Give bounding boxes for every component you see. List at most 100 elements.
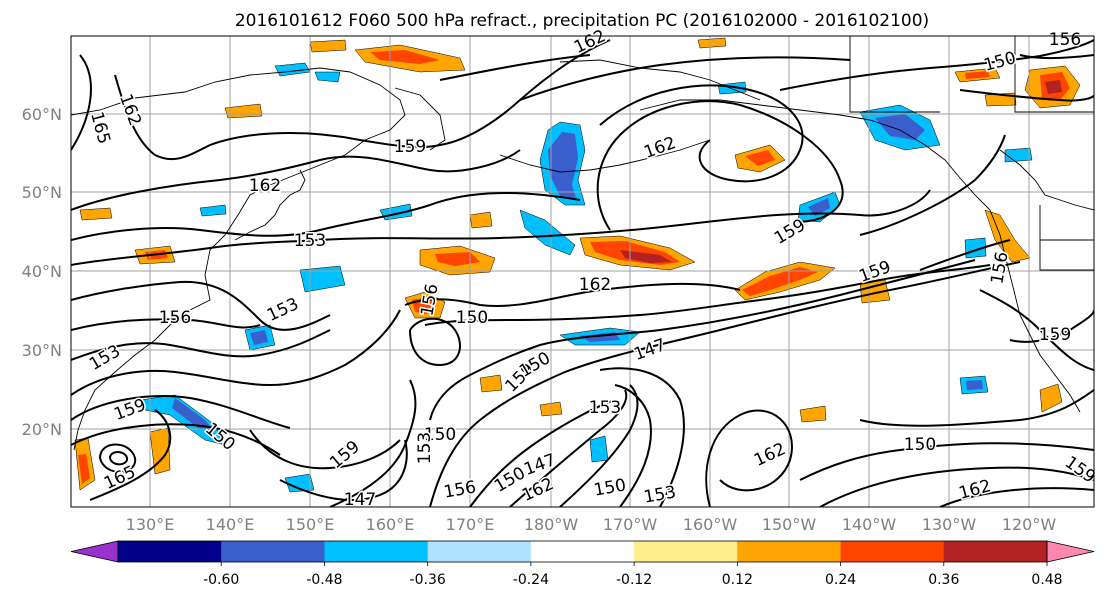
contour-line [979,289,1094,371]
contour-line [919,239,1011,271]
shade-blob [314,71,341,83]
shade-blob [172,398,215,432]
coastline-kamchatka [394,87,446,151]
colorbar-tick-label: 0.36 [928,572,959,588]
shade-blob [1045,80,1062,94]
contour-label: 147 [344,490,376,510]
contour-line [279,439,408,501]
contour-label: 153 [294,231,326,251]
contour-line [108,451,128,466]
contour-line [71,280,331,331]
shade-blob [435,252,480,266]
colorbar-frame [117,540,1048,563]
colorbar-segment [840,541,945,562]
colorbar-segment [943,541,1048,562]
contour-label: 153 [589,398,621,418]
coastline-japan [234,169,306,241]
shade-blob [469,211,493,229]
contour-line [404,282,741,307]
border-line [849,36,940,113]
contour-line [424,264,991,326]
contour-label: 156 [159,308,191,328]
contour-label: 159 [1039,325,1071,345]
contour-line [469,399,616,507]
border-line [1039,205,1094,271]
refractivity-contours [71,39,1094,507]
colorbar-extend-max [1046,540,1095,563]
contour-line [614,384,652,507]
shade-blob [139,394,226,446]
lon-tick-label: 130°W [922,515,977,534]
contour-line [859,134,1006,236]
coastline-aleutians [499,139,711,173]
contour-line [98,443,137,473]
lat-tick-label: 60°N [22,105,62,124]
colorbar: -0.60 -0.48 -0.36 -0.24 -0.12 0.12 0.24 0.36 0.4… [70,540,1095,588]
contour-line [439,54,591,81]
contour-line [519,56,851,101]
colorbar-tick-label: 0.24 [825,572,856,588]
shade-blob [875,114,925,140]
map-title: 2016101612 F060 500 hPa refract., precip… [235,11,929,31]
contour-label: 150 [904,435,936,455]
lon-tick-label: 160°E [366,515,415,534]
lon-tick-label: 150°E [286,515,335,534]
shade-blob [199,204,227,217]
contour-line [509,389,628,507]
colorbar-segment [427,541,532,562]
shade-blob [479,374,503,393]
colorbar-segment [324,541,429,562]
contour-line [596,100,844,231]
contour-label: 153 [415,432,435,464]
lon-tick-label: 140°E [206,515,255,534]
contour-line [429,261,1021,507]
coastline-asia [71,67,406,451]
shade-blob [745,150,775,166]
contour-line [89,409,172,501]
contour-label: 162 [579,275,611,295]
contour-line [859,389,1094,427]
shade-blob [299,265,346,293]
contour-line [1019,54,1094,60]
contour-line [209,39,611,149]
map-frame [70,35,1095,508]
colorbar-tick-label: -0.24 [513,572,549,588]
contour-line [329,379,417,507]
contour-label: 156 [1049,30,1081,50]
contour-line [599,84,804,183]
shade-blob [966,380,983,390]
shade-blob [799,405,827,423]
shade-blob [965,71,990,79]
colorbar-tick-label: -0.48 [306,572,342,588]
colorbar-segment [221,541,325,562]
contour-line [599,367,685,507]
shade-blob [697,37,727,49]
contour-line [429,259,976,421]
contour-line [249,429,401,470]
contour-line [779,39,1094,91]
colorbar-tick-label: -0.60 [203,572,239,588]
lon-tick-label: 150°W [762,515,817,534]
colorbar-extend-min [70,540,119,563]
graticule [71,36,1094,507]
lon-tick-label: 170°E [446,515,495,534]
contour-line [1009,309,1094,343]
contour-line [705,409,793,507]
contour-line [71,329,331,361]
colorbar-segment [634,541,738,562]
lon-tick-label: 140°W [842,515,897,534]
contour-label: 150 [424,425,456,445]
contour-label: 150 [456,308,488,328]
contour-line [71,192,581,241]
shade-blob [589,435,609,463]
contour-line [71,395,291,429]
lon-tick-label: 170°W [603,515,658,534]
shade-blob [78,454,90,484]
contour-line [819,466,1094,507]
contour-label: 156 [442,477,477,502]
contour-line [71,318,261,331]
lon-tick-label: 160°W [683,515,738,534]
colorbar-tick-label: 0.48 [1031,572,1062,588]
contour-line [114,74,211,161]
shade-blob [1004,147,1033,163]
